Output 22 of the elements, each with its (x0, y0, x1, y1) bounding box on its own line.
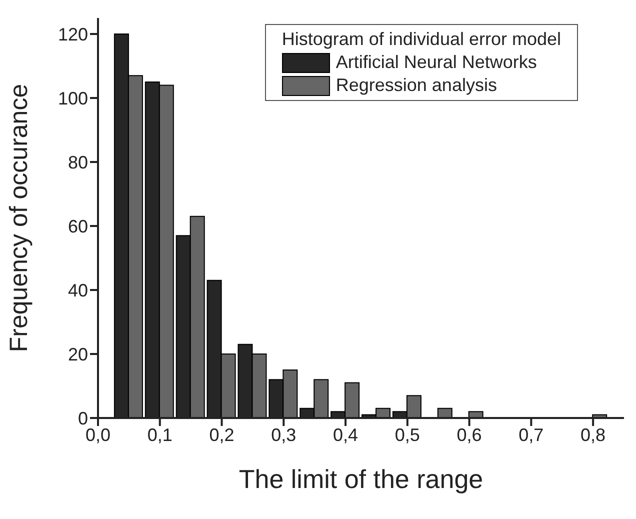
x-tick-label: 0,5 (394, 424, 420, 445)
x-axis-title: The limit of the range (238, 464, 484, 494)
y-tick-label: 100 (58, 88, 88, 108)
y-tick-label: 20 (68, 344, 88, 364)
x-tick-label: 0,2 (209, 424, 234, 445)
x-tick-label: 0,6 (456, 424, 482, 445)
y-tick-label: 80 (68, 152, 88, 172)
legend-label: Artificial Neural Networks (336, 52, 537, 73)
x-tick-label: 0,4 (333, 424, 358, 445)
y-tick-label: 120 (58, 24, 88, 44)
x-tick-label: 0,7 (518, 424, 544, 445)
x-tick-label: 0,1 (147, 424, 172, 445)
y-tick-label: 0 (78, 408, 88, 428)
x-tick-label: 0,0 (85, 424, 111, 445)
y-axis-title: Frequency of occurance (4, 84, 33, 352)
legend-label: Regression analysis (336, 75, 497, 96)
x-tick-label: 0,8 (580, 424, 606, 445)
x-tick-label: 0,3 (271, 424, 296, 445)
y-tick-label: 40 (68, 280, 88, 300)
legend-title: Histogram of individual error model (282, 29, 561, 50)
bar (437, 408, 452, 418)
y-tick-label: 60 (68, 216, 88, 236)
